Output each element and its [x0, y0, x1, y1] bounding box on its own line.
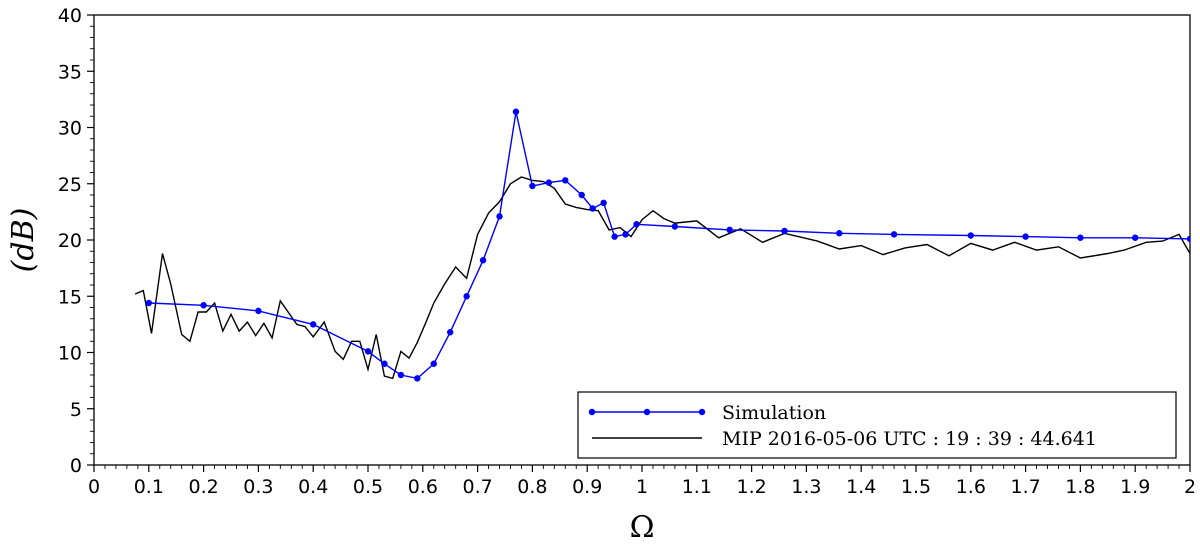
- simulation-point: [310, 321, 317, 328]
- legend-marker: [643, 408, 651, 416]
- simulation-point: [600, 199, 607, 207]
- y-axis-label: (dB): [6, 208, 41, 273]
- simulation-point: [364, 348, 372, 355]
- y-tick-label: 25: [58, 174, 82, 196]
- simulation-point: [200, 302, 207, 309]
- simulation-point: [447, 329, 454, 336]
- simulation-point: [836, 230, 843, 237]
- x-tick-label: 0.6: [408, 476, 438, 498]
- x-tick-label: 1.9: [1120, 476, 1150, 498]
- x-tick-label: 0.8: [517, 476, 547, 498]
- legend-label: Simulation: [722, 402, 826, 424]
- x-tick-label: 1: [636, 476, 648, 498]
- simulation-point: [1186, 235, 1190, 243]
- simulation-point: [1132, 234, 1139, 241]
- x-tick-label: 0.9: [572, 476, 602, 498]
- x-tick-label: 0.7: [462, 476, 492, 498]
- x-tick-label: 1.4: [846, 476, 876, 498]
- minor-ticks: [90, 25, 1180, 469]
- series-layer: [134, 108, 1190, 382]
- x-tick-label: 1.1: [682, 476, 712, 498]
- y-tick-label: 15: [58, 286, 82, 308]
- simulation-point: [622, 231, 629, 238]
- y-tick-label: 10: [58, 343, 82, 365]
- x-tick-label: 0.3: [243, 476, 273, 498]
- x-tick-label: 0.1: [134, 476, 164, 498]
- simulation-point: [1022, 233, 1029, 240]
- simulation-point: [145, 299, 152, 307]
- simulation-line: [148, 111, 1190, 380]
- x-tick-label: 1.6: [956, 476, 986, 498]
- mip-line: [134, 176, 1190, 380]
- x-tick-label: 1.7: [1010, 476, 1040, 498]
- x-tick-label: 1.8: [1065, 476, 1095, 498]
- simulation-point: [255, 307, 262, 315]
- simulation-point: [781, 227, 788, 235]
- x-tick-label: 0: [88, 476, 100, 498]
- simulation-point: [496, 213, 503, 220]
- y-tick-label: 30: [58, 118, 82, 140]
- x-axis-ticks: 0 0.1 0.2 0.3 0.4 0.5 0.6 0.7 0.8 0.9 1 1.1 1.2 1.3 1.…: [88, 465, 1196, 498]
- x-tick-label: 2: [1184, 476, 1196, 498]
- simulation-point: [512, 108, 520, 115]
- y-tick-label: 0: [70, 455, 82, 477]
- y-axis-ticks: 0 5 10 15 20 25 30 35 40: [58, 5, 94, 477]
- x-tick-label: 1.2: [736, 476, 766, 498]
- x-tick-label: 0.5: [353, 476, 383, 498]
- x-axis-label: Ω: [630, 510, 655, 545]
- x-tick-label: 0.2: [188, 476, 218, 498]
- simulation-point: [381, 360, 388, 367]
- legend: Simulation MIP 2016-05-06 UTC : 19 : 39 :…: [577, 391, 1177, 459]
- x-tick-label: 0.4: [298, 476, 328, 498]
- simulation-point: [529, 182, 536, 190]
- simulation-point: [633, 221, 640, 228]
- simulation-point: [562, 177, 569, 184]
- simulation-point: [578, 191, 585, 199]
- y-tick-label: 5: [70, 399, 82, 421]
- simulation-point: [1077, 234, 1084, 241]
- simulation-point: [463, 293, 470, 300]
- simulation-point: [479, 257, 487, 264]
- legend-marker: [698, 408, 706, 416]
- simulation-point: [545, 179, 553, 186]
- legend-marker: [588, 408, 596, 416]
- simulation-point: [890, 231, 898, 238]
- y-tick-label: 20: [58, 230, 82, 252]
- simulation-point: [967, 232, 974, 239]
- simulation-point: [430, 360, 437, 367]
- simulation-point: [397, 371, 405, 379]
- simulation-point: [726, 226, 733, 234]
- legend-items: Simulation MIP 2016-05-06 UTC : 19 : 39 :…: [588, 402, 1097, 450]
- legend-box: [577, 391, 1177, 459]
- simulation-point: [611, 233, 618, 240]
- y-tick-label: 40: [58, 5, 82, 27]
- x-tick-label: 1.3: [791, 476, 821, 498]
- legend-label: MIP 2016-05-06 UTC : 19 : 39 : 44.641: [722, 428, 1097, 450]
- x-tick-label: 1.5: [901, 476, 931, 498]
- simulation-point: [414, 375, 421, 382]
- simulation-point: [589, 205, 596, 212]
- simulation-point: [671, 223, 679, 230]
- y-tick-label: 35: [58, 61, 82, 83]
